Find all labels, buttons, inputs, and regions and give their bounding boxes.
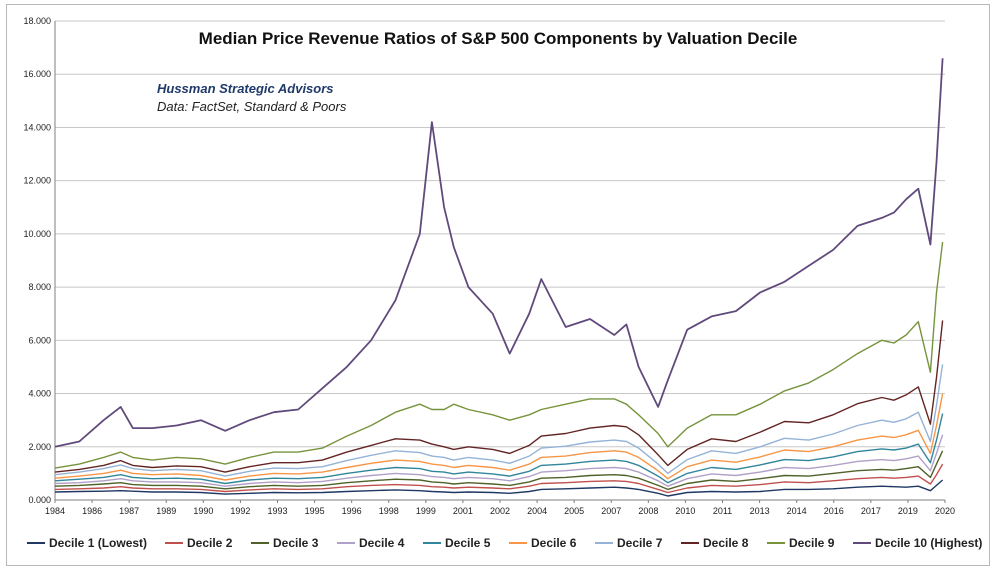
- y-axis: 0.000 2.000 4.000 6.000 8.000 10.000 12.000 14.…: [23, 16, 51, 505]
- x-tick-label: 2016: [824, 506, 844, 516]
- series-line-decile-8: [54, 320, 944, 473]
- y-tick-label: 10.000: [23, 229, 51, 239]
- legend-label: Decile 2: [187, 536, 233, 550]
- x-tick-label: 1990: [193, 506, 213, 516]
- legend-label: Decile 9: [789, 536, 835, 550]
- x-tick-label: 1984: [45, 506, 65, 516]
- y-tick-label: 2.000: [28, 442, 51, 452]
- x-axis: 1984 1986 1987 1989 1990 1992 1993 1995 1996 1998…: [45, 500, 955, 516]
- legend-label: Decile 8: [703, 536, 749, 550]
- legend-label: Decile 5: [445, 536, 491, 550]
- x-tick-label: 2010: [675, 506, 695, 516]
- line-chart: 0.000 2.000 4.000 6.000 8.000 10.000 12.000 14.…: [23, 16, 982, 550]
- x-tick-label: 2020: [935, 506, 955, 516]
- legend-label: Decile 1 (Lowest): [49, 536, 147, 550]
- legend-label: Decile 4: [359, 536, 405, 550]
- x-tick-label: 1999: [416, 506, 436, 516]
- x-tick-label: 2014: [787, 506, 807, 516]
- x-tick-label: 1993: [267, 506, 287, 516]
- x-tick-label: 1992: [230, 506, 250, 516]
- x-tick-label: 2002: [490, 506, 510, 516]
- x-tick-label: 2007: [601, 506, 621, 516]
- y-tick-label: 14.000: [23, 122, 51, 132]
- y-tick-label: 8.000: [28, 282, 51, 292]
- grid: [54, 20, 945, 501]
- y-tick-label: 18.000: [23, 16, 51, 26]
- series-line-decile-5: [54, 413, 944, 485]
- series-line-decile-6: [54, 393, 944, 481]
- x-tick-label: 2011: [713, 506, 732, 516]
- x-tick-label: 2013: [750, 506, 770, 516]
- x-tick-label: 2004: [527, 506, 547, 516]
- x-tick-label: 1989: [156, 506, 176, 516]
- credit-line-1: Hussman Strategic Advisors: [157, 81, 334, 96]
- legend-label: Decile 7: [617, 536, 663, 550]
- series-line-decile-4: [54, 434, 944, 487]
- series-line-decile-7: [54, 364, 944, 477]
- legend: Decile 1 (Lowest) Decile 2 Decile 3 Decile …: [27, 536, 982, 550]
- x-tick-label: 2008: [638, 506, 658, 516]
- series-line-decile-9: [54, 241, 944, 469]
- series-lines: [54, 58, 944, 497]
- series-line-decile-2: [54, 463, 944, 494]
- y-tick-label: 12.000: [23, 176, 51, 186]
- x-tick-label: 1998: [379, 506, 399, 516]
- y-tick-label: 4.000: [28, 389, 51, 399]
- x-tick-label: 1996: [342, 506, 362, 516]
- chart-title: Median Price Revenue Ratios of S&P 500 C…: [199, 29, 798, 48]
- x-tick-label: 1986: [82, 506, 102, 516]
- x-tick-label: 2001: [453, 506, 473, 516]
- series-line-decile-3: [54, 450, 944, 491]
- y-tick-label: 6.000: [28, 335, 51, 345]
- x-tick-label: 2019: [898, 506, 918, 516]
- x-tick-label: 1987: [119, 506, 139, 516]
- series-line-decile-10: [54, 58, 944, 448]
- y-tick-label: 16.000: [23, 69, 51, 79]
- x-tick-label: 2017: [861, 506, 881, 516]
- y-tick-label: 0.000: [28, 495, 51, 505]
- x-tick-label: 1995: [305, 506, 325, 516]
- legend-label: Decile 10 (Highest): [875, 536, 982, 550]
- x-tick-label: 2005: [564, 506, 584, 516]
- chart-frame: 0.000 2.000 4.000 6.000 8.000 10.000 12.000 14.…: [6, 4, 990, 566]
- legend-label: Decile 6: [531, 536, 577, 550]
- credit-line-2: Data: FactSet, Standard & Poors: [157, 99, 347, 114]
- legend-label: Decile 3: [273, 536, 319, 550]
- series-line-decile-1: [54, 479, 944, 497]
